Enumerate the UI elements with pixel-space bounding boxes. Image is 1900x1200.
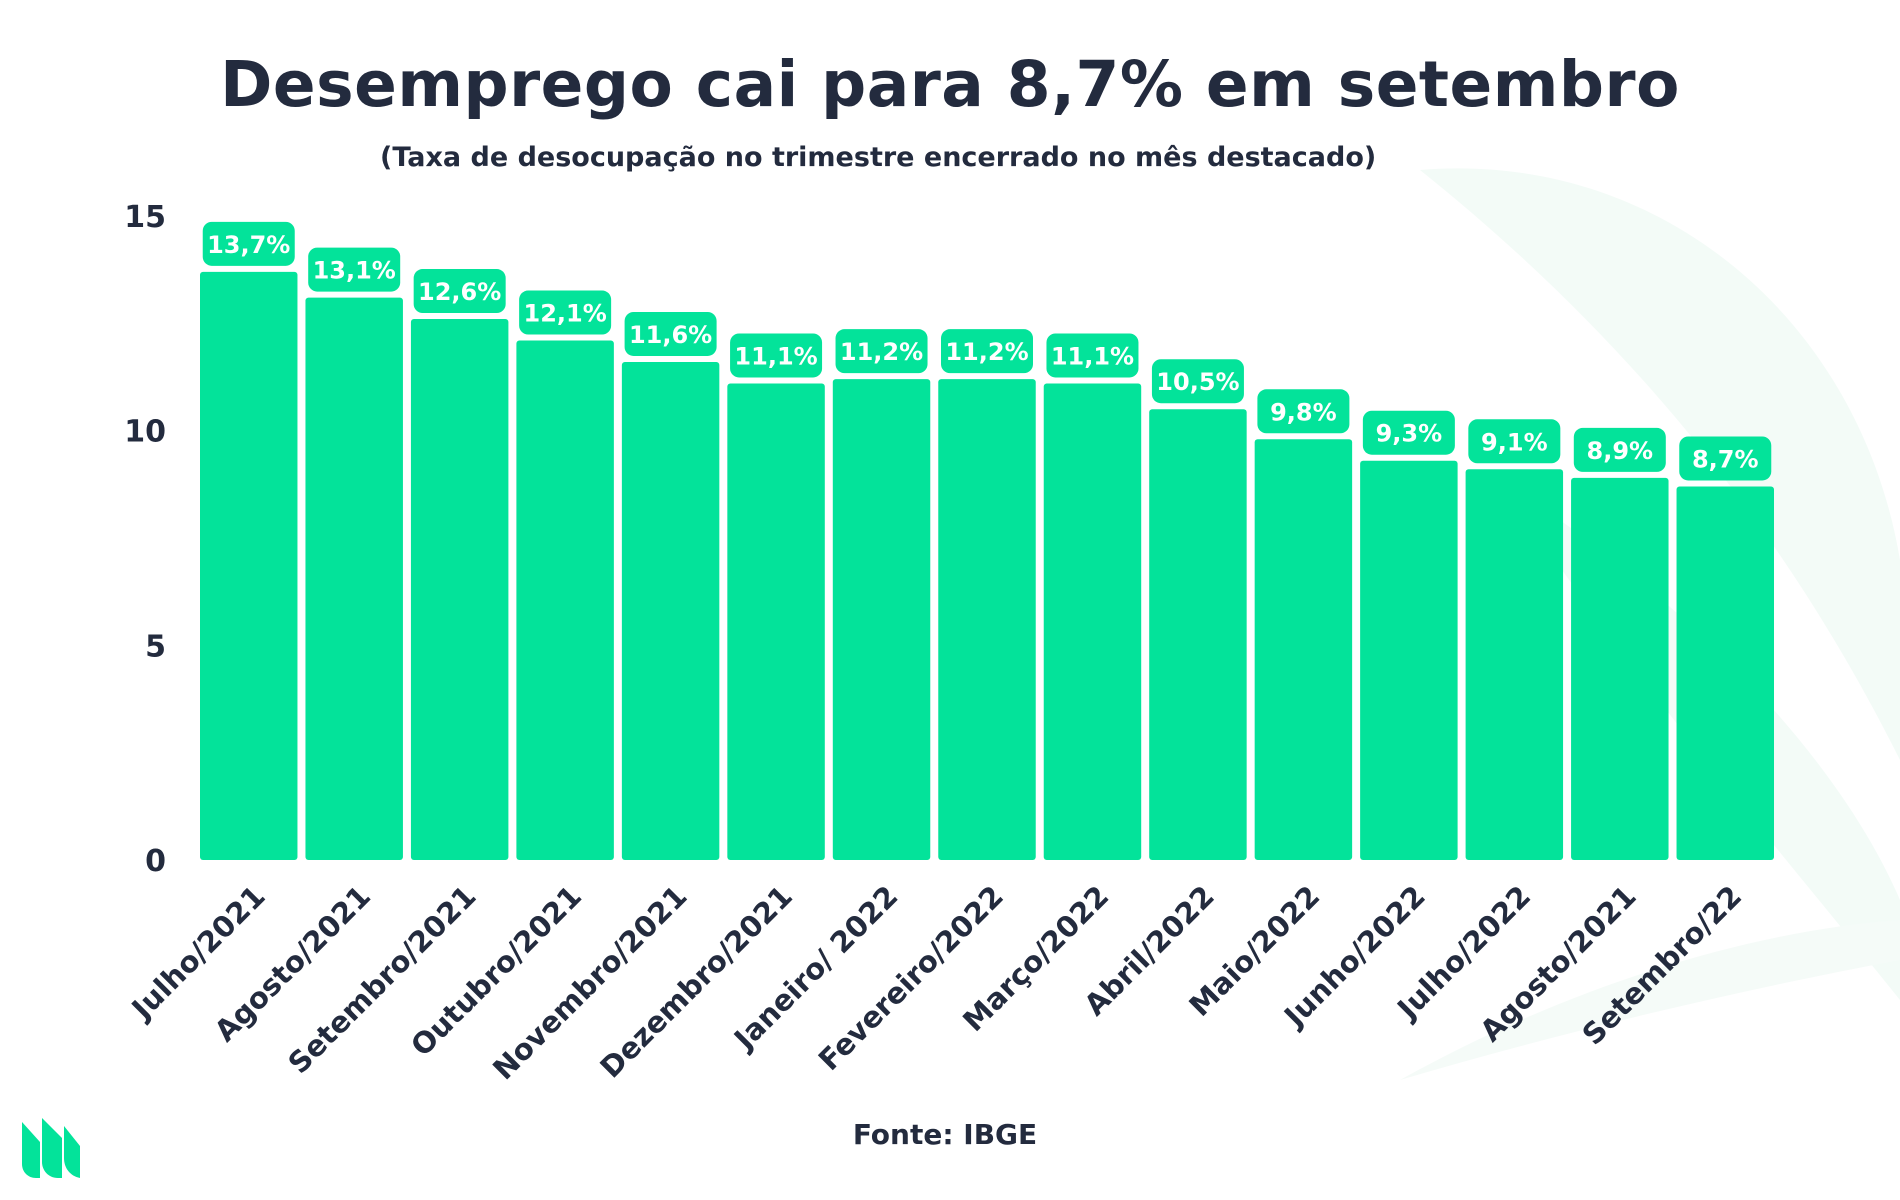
chart-title: Desemprego cai para 8,7% em setembro	[220, 48, 1680, 121]
leaf-shape-3	[1400, 920, 1900, 1080]
data-label-background	[202, 221, 295, 266]
data-label-background	[1257, 389, 1350, 434]
bar	[1254, 439, 1353, 860]
brand-logo-icon	[22, 1118, 80, 1178]
data-label-background	[1573, 427, 1666, 472]
data-label: 11,2%	[840, 338, 923, 366]
y-tick-label: 0	[145, 844, 166, 879]
bar	[832, 379, 931, 860]
data-label: 12,1%	[524, 300, 607, 328]
bar	[1043, 383, 1142, 860]
data-label-background	[519, 290, 612, 335]
data-label: 12,6%	[418, 278, 501, 306]
bar-series: 13,7% 13,1% 12,6% 12,1% 11,6% 11,1% 11,2% 11,2%…	[200, 221, 1774, 860]
bar	[727, 383, 825, 860]
bar	[410, 319, 509, 860]
y-tick-label: 15	[124, 200, 166, 235]
logo-leaf-1	[22, 1122, 40, 1178]
data-label-background	[1362, 410, 1455, 455]
x-category-label: Fevereiro/2022	[812, 879, 1010, 1077]
data-label: 11,1%	[734, 342, 817, 370]
data-label-background	[1151, 359, 1244, 404]
bar	[938, 379, 1036, 860]
x-category-label: Novembro/2021	[486, 879, 693, 1086]
data-label: 13,1%	[313, 257, 396, 285]
data-label: 11,6%	[629, 321, 712, 349]
chart-subtitle: (Taxa de desocupação no trimestre encerr…	[380, 142, 1377, 173]
data-label: 10,5%	[1156, 368, 1239, 396]
data-label-background	[1679, 436, 1772, 481]
bar	[1676, 486, 1774, 860]
data-label-background	[413, 269, 506, 314]
y-axis-ticks: 0 5 10 15	[124, 200, 166, 879]
data-label-background	[835, 329, 928, 374]
data-label: 11,1%	[1051, 342, 1134, 370]
bar	[516, 340, 614, 860]
source-note: Fonte: IBGE	[852, 1118, 1038, 1151]
data-label-background	[1046, 333, 1139, 378]
x-axis-labels: Julho/2021Agosto/2021Setembro/2021Outubr…	[124, 879, 1748, 1086]
data-label: 9,1%	[1481, 428, 1548, 456]
y-tick-label: 5	[145, 629, 166, 664]
logo-leaf-3	[64, 1126, 80, 1178]
data-label-background	[730, 333, 823, 378]
bar	[305, 297, 403, 860]
data-label: 9,3%	[1376, 420, 1443, 448]
bar	[1465, 469, 1564, 860]
logo-leaf-2	[42, 1118, 62, 1178]
bar-chart: 0 5 10 15 13,7% 13,1% 12,6% 12,1% 11,6% 11,1% 11,…	[124, 200, 1774, 1086]
data-label: 8,7%	[1692, 445, 1759, 473]
data-label-background	[308, 247, 401, 292]
bar	[1360, 460, 1458, 860]
bar	[621, 361, 720, 860]
data-label-background	[624, 311, 717, 356]
y-tick-label: 10	[124, 415, 166, 450]
bar	[1571, 477, 1669, 860]
data-label: 11,2%	[945, 338, 1028, 366]
data-label: 8,9%	[1587, 437, 1654, 465]
x-category-label: Dezembro/2021	[593, 879, 799, 1085]
data-label: 9,8%	[1270, 398, 1337, 426]
leaf-shape-1	[1420, 168, 1900, 761]
x-category-label: Setembro/2021	[281, 879, 482, 1080]
data-label-background	[941, 329, 1033, 374]
data-label-background	[1468, 419, 1561, 464]
bar	[200, 271, 298, 860]
data-label: 13,7%	[207, 231, 290, 259]
bar	[1149, 409, 1247, 860]
